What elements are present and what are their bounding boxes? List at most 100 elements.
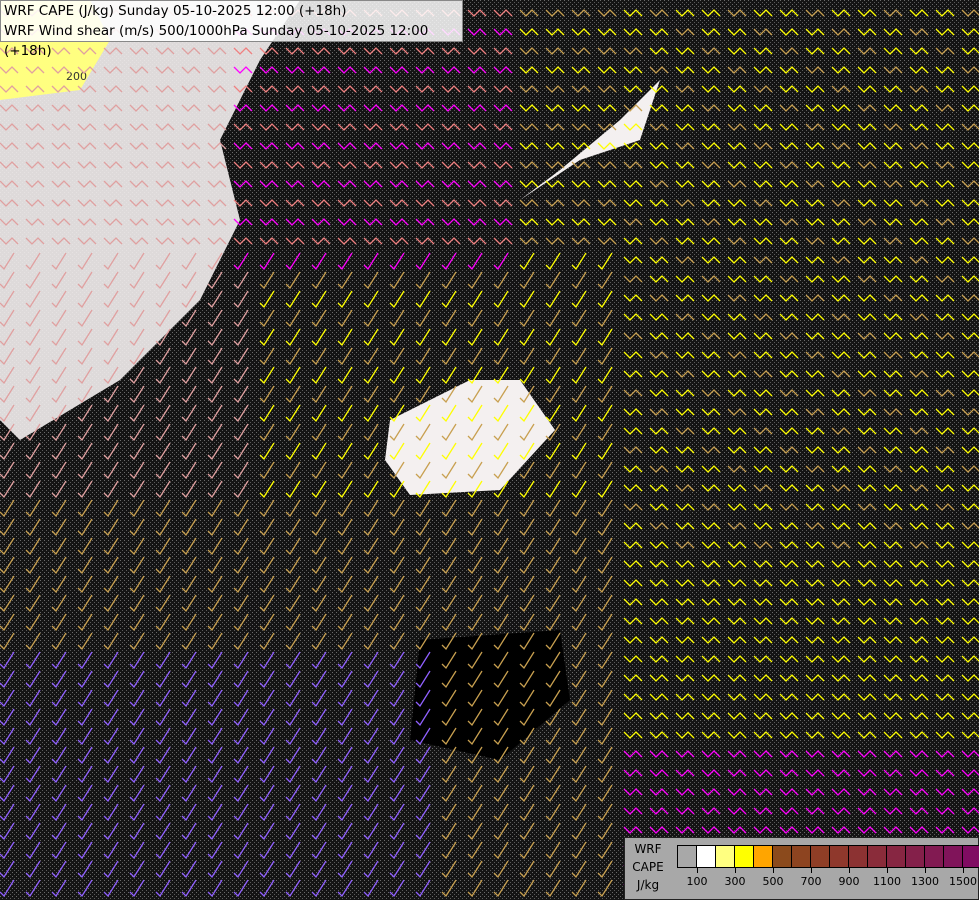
wind-barb — [207, 518, 223, 537]
wind-barb — [363, 480, 379, 499]
wind-barb — [935, 674, 955, 682]
wind-barb — [103, 499, 119, 518]
wind-barb — [779, 484, 799, 492]
wind-barb — [519, 575, 535, 594]
wind-barb — [857, 693, 877, 701]
wind-barb — [935, 66, 955, 74]
wind-barb — [51, 309, 67, 328]
wind-barb — [649, 123, 669, 131]
wind-barb — [935, 693, 955, 701]
wind-barb — [493, 822, 509, 841]
wind-barb — [701, 465, 721, 473]
wind-barb — [415, 161, 435, 169]
wind-barb — [467, 28, 487, 36]
wind-barb — [363, 423, 379, 442]
wind-barb — [831, 66, 851, 74]
wind-barb — [233, 860, 249, 879]
wind-barb — [805, 750, 825, 758]
wind-barb — [701, 275, 721, 283]
wind-barb — [597, 66, 617, 74]
wind-barb — [571, 123, 591, 131]
wind-barb — [545, 290, 561, 309]
wind-barb — [51, 237, 71, 245]
wind-barb — [883, 408, 903, 416]
wind-barb — [597, 803, 613, 822]
wind-barb — [545, 180, 565, 188]
wind-barb — [25, 366, 41, 385]
wind-barb — [415, 290, 431, 309]
wind-barb — [519, 537, 535, 556]
wind-barb — [129, 537, 145, 556]
wind-barb — [649, 218, 669, 226]
wind-barb — [155, 803, 171, 822]
wind-barb — [155, 104, 175, 112]
wind-barb — [311, 556, 327, 575]
wind-barb — [805, 180, 825, 188]
wind-barb — [831, 522, 851, 530]
wind-barb — [441, 309, 457, 328]
wind-barb — [129, 85, 149, 93]
wind-barb — [259, 161, 279, 169]
wind-barb — [597, 104, 617, 112]
wind-barb — [597, 784, 613, 803]
wind-barb — [311, 290, 327, 309]
wind-barb — [649, 579, 669, 587]
wind-barb — [883, 560, 903, 568]
wind-barb — [363, 765, 379, 784]
wind-barb — [961, 351, 979, 359]
wind-barb — [129, 613, 145, 632]
wind-barb — [623, 28, 643, 36]
wind-barb — [883, 275, 903, 283]
wind-barb — [181, 879, 197, 898]
wind-barb — [441, 689, 457, 708]
wind-barb — [103, 613, 119, 632]
wind-barb — [779, 807, 799, 815]
wind-barb — [441, 879, 457, 898]
wind-barb — [909, 579, 929, 587]
wind-barb — [77, 142, 97, 150]
wind-barb — [337, 404, 353, 423]
wind-barb — [51, 423, 67, 442]
wind-barb — [883, 541, 903, 549]
wind-barb — [753, 256, 773, 264]
wind-barb — [77, 271, 93, 290]
wind-barb — [363, 860, 379, 879]
wind-barb — [935, 522, 955, 530]
wind-barb — [831, 541, 851, 549]
wind-barb — [467, 613, 483, 632]
wind-barb — [571, 28, 591, 36]
wind-barb — [311, 328, 327, 347]
wind-barb — [727, 731, 747, 739]
wind-barb — [0, 803, 15, 822]
wind-barb — [285, 670, 301, 689]
wind-barb — [961, 66, 979, 74]
wind-barb — [337, 689, 353, 708]
wind-barb — [519, 104, 539, 112]
wind-barb — [51, 594, 67, 613]
wind-barb — [519, 123, 539, 131]
wind-barb — [779, 541, 799, 549]
wind-barb — [389, 423, 405, 442]
wind-barb — [571, 575, 587, 594]
wind-barb — [857, 674, 877, 682]
wind-barb — [831, 370, 851, 378]
wind-barb — [77, 66, 97, 74]
wind-barb — [77, 537, 93, 556]
wind-barb — [207, 784, 223, 803]
wind-barb — [363, 689, 379, 708]
wind-barb — [337, 442, 353, 461]
wind-barb — [649, 180, 669, 188]
wind-barb — [571, 670, 587, 689]
wind-barb — [259, 727, 275, 746]
wind-barb — [259, 237, 279, 245]
wind-barb — [961, 655, 979, 663]
wind-barb — [103, 161, 123, 169]
wind-barb — [389, 47, 409, 55]
wind-barb — [961, 85, 979, 93]
wind-barb — [545, 594, 561, 613]
wind-barb — [857, 769, 877, 777]
wind-barb — [389, 480, 405, 499]
wind-barb — [389, 252, 405, 271]
wind-barb — [103, 879, 119, 898]
wind-barb — [857, 161, 877, 169]
